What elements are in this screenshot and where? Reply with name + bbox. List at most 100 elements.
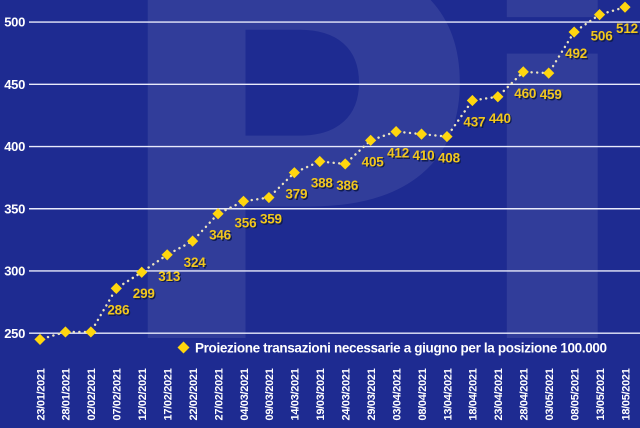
value-label-shadow: 405 — [363, 156, 386, 171]
dotted-segment — [38, 330, 67, 341]
dotted-segment — [420, 132, 449, 138]
data-point-diamond-icon — [543, 67, 555, 79]
data-point-diamond-icon — [517, 66, 529, 78]
x-date-label: 18/05/2021 — [620, 368, 632, 420]
value-label-shadow: 324 — [185, 257, 208, 272]
data-point-diamond-icon — [136, 266, 148, 278]
data-point-diamond-icon — [161, 249, 173, 261]
value-label: 324 — [184, 255, 207, 270]
value-label: 437 — [463, 114, 485, 129]
data-point-diamond-icon — [237, 195, 250, 207]
x-date-label: 02/02/2021 — [86, 368, 98, 420]
y-tick-label: 300 — [4, 264, 25, 279]
dotted-segment — [191, 212, 220, 243]
data-point-diamond-icon — [34, 333, 46, 346]
data-point-diamond-icon — [187, 235, 199, 247]
dotted-segment — [547, 30, 576, 75]
x-date-label: 29/03/2021 — [366, 368, 378, 420]
value-label-shadow: 437 — [465, 116, 487, 131]
dotted-segment — [267, 171, 296, 199]
dotted-segment — [471, 95, 500, 102]
value-label-shadow: 286 — [109, 304, 132, 319]
x-date-label: 28/01/2021 — [61, 368, 73, 420]
value-label-shadow: 492 — [566, 47, 588, 62]
legend-diamond-icon — [177, 341, 190, 354]
data-point-diamond-icon — [492, 91, 504, 103]
x-date-label: 28/04/2021 — [519, 368, 531, 420]
dotted-segment — [445, 99, 474, 138]
y-tick-label: 400 — [4, 139, 25, 154]
x-date-label: 18/04/2021 — [468, 368, 480, 420]
data-point-diamond-icon — [212, 208, 224, 220]
y-tick-label: 450 — [4, 77, 25, 92]
data-point-diamond-icon — [59, 326, 72, 338]
value-label: 412 — [387, 146, 409, 161]
dotted-segment — [242, 196, 271, 203]
data-point-diamond-icon — [415, 128, 428, 140]
dotted-segment — [572, 13, 601, 34]
dotted-segment — [140, 253, 169, 274]
value-label: 386 — [336, 178, 359, 193]
value-label-shadow: 506 — [592, 30, 615, 45]
x-date-label: 04/03/2021 — [239, 368, 251, 420]
x-axis-date-labels: 23/01/2021 28/01/2021 02/02/2021 07/02/2021… — [35, 368, 632, 420]
value-label: 492 — [565, 46, 587, 61]
x-date-label: 12/02/2021 — [137, 368, 149, 420]
x-date-label: 24/03/2021 — [341, 368, 353, 420]
legend-label: Proiezione transazioni necessarie a giug… — [195, 341, 607, 356]
value-label-shadow: 460 — [516, 87, 538, 102]
x-date-label: 23/01/2021 — [35, 368, 47, 420]
value-label-shadow: 346 — [210, 229, 233, 244]
x-date-label: 07/02/2021 — [112, 368, 124, 420]
dotted-segment — [115, 271, 143, 290]
value-label-shadow: 459 — [541, 89, 563, 104]
x-date-label: 09/03/2021 — [264, 368, 276, 420]
value-label-shadow: 412 — [388, 147, 410, 162]
data-point-diamond-icon — [110, 282, 122, 295]
data-point-diamond-icon — [466, 94, 478, 107]
value-label: 286 — [107, 302, 130, 317]
dotted-segment — [89, 287, 118, 334]
value-label-shadow: 299 — [134, 288, 156, 303]
data-point-diamond-icon — [568, 26, 580, 38]
data-point-diamond-icon — [339, 158, 351, 170]
value-label-shadow: 356 — [236, 217, 259, 232]
y-tick-label: 250 — [4, 326, 25, 341]
value-label-shadow: 379 — [287, 188, 309, 203]
x-date-label: 08/04/2021 — [417, 368, 429, 420]
y-gridlines — [29, 21, 640, 334]
y-tick-label: 500 — [4, 15, 25, 30]
value-label-shadow: 440 — [490, 112, 512, 127]
value-label: 460 — [514, 86, 536, 101]
data-point-diamond-icon — [85, 326, 97, 338]
value-label: 440 — [489, 111, 511, 126]
data-point-diamond-icon — [441, 130, 453, 143]
y-tick-label: 350 — [4, 201, 25, 216]
dotted-segment — [216, 200, 245, 215]
value-label-shadow: 410 — [414, 149, 436, 164]
value-label: 410 — [413, 148, 435, 163]
legend: Proiezione transazioni necessarie a giug… — [177, 341, 607, 356]
dotted-segment — [318, 160, 347, 166]
value-label-shadow: 359 — [261, 213, 283, 228]
value-label: 506 — [591, 29, 614, 44]
data-point-diamond-icon — [619, 1, 631, 13]
value-label-shadow: 386 — [338, 179, 361, 194]
series-diamond-markers — [34, 1, 631, 346]
value-label: 405 — [362, 154, 385, 169]
value-label: 313 — [158, 269, 181, 284]
value-label: 388 — [311, 175, 334, 190]
x-date-label: 03/04/2021 — [391, 368, 403, 420]
x-date-label: 27/02/2021 — [213, 368, 225, 420]
series-dotted-line — [38, 5, 627, 341]
x-date-label: 08/05/2021 — [569, 368, 581, 420]
dotted-segment — [394, 130, 423, 136]
value-label: 299 — [133, 286, 155, 301]
dotted-segment — [496, 70, 525, 98]
value-label: 346 — [209, 228, 232, 243]
value-label-shadow: 388 — [312, 177, 335, 192]
dotted-segment — [598, 5, 627, 16]
data-point-diamond-icon — [263, 191, 275, 204]
